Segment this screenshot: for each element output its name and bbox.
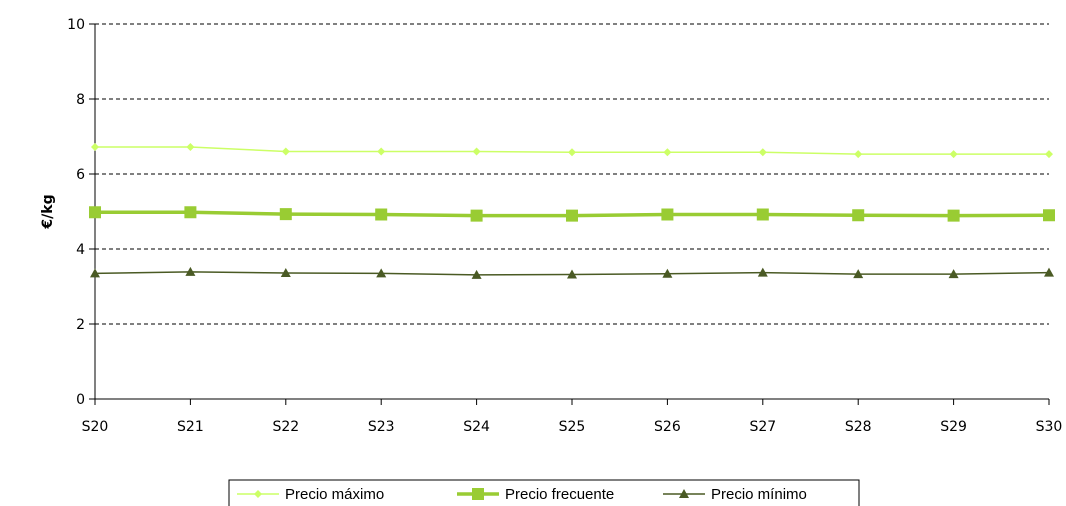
data-point — [949, 150, 958, 159]
data-point — [186, 143, 195, 151]
legend-marker — [254, 490, 262, 498]
x-tick-label: S25 — [559, 419, 586, 435]
data-point — [470, 209, 483, 222]
data-point — [661, 208, 674, 221]
legend-marker — [679, 489, 689, 498]
y-axis-label: €/kg — [40, 194, 56, 229]
data-point — [663, 148, 672, 157]
data-point — [566, 209, 578, 222]
y-tick-label: 6 — [76, 167, 85, 183]
data-point — [375, 208, 388, 221]
x-tick-label: S28 — [845, 419, 872, 435]
x-tick-label: S29 — [940, 419, 967, 435]
series-3 — [90, 266, 1054, 279]
legend-label: Precio frecuente — [505, 486, 614, 503]
data-point — [281, 147, 290, 156]
data-point — [854, 150, 863, 159]
data-point — [662, 268, 673, 278]
data-point — [184, 206, 197, 219]
data-point — [1044, 267, 1054, 277]
data-point — [377, 147, 386, 156]
legend-entry: Precio mínimo — [663, 486, 807, 503]
data-point — [89, 206, 101, 219]
legend-entry: Precio máximo — [237, 486, 384, 503]
series-1 — [91, 143, 1053, 159]
data-point — [376, 268, 387, 278]
data-point — [567, 269, 577, 279]
data-point — [1043, 209, 1055, 222]
x-tick-label: S21 — [177, 419, 204, 435]
x-tick-label: S26 — [654, 419, 681, 435]
data-point — [568, 148, 576, 157]
y-tick-label: 2 — [76, 317, 85, 333]
x-tick-label: S27 — [749, 419, 776, 435]
data-point — [758, 148, 767, 157]
data-point — [279, 208, 292, 221]
data-point — [947, 209, 960, 222]
grid-lines — [95, 23, 1049, 325]
data-point — [756, 208, 769, 221]
x-tick-label: S20 — [82, 419, 109, 435]
data-point — [852, 209, 865, 222]
series-lines — [89, 143, 1055, 279]
x-tick-label: S22 — [272, 419, 299, 435]
data-point — [1045, 150, 1053, 159]
legend-entry: Precio frecuente — [457, 486, 614, 503]
x-tick-label: S24 — [463, 419, 490, 435]
series-2 — [89, 206, 1055, 222]
legend-box — [228, 479, 860, 506]
data-point — [471, 269, 482, 279]
legend-marker — [472, 488, 484, 500]
data-point — [948, 269, 959, 279]
data-point — [757, 267, 768, 277]
data-point — [91, 143, 99, 151]
data-point — [853, 269, 864, 279]
legend-label: Precio máximo — [285, 486, 384, 503]
data-point — [90, 268, 100, 278]
x-tick-label: S30 — [1036, 419, 1063, 435]
x-tick-label: S23 — [368, 419, 395, 435]
y-tick-label: 8 — [76, 92, 85, 108]
x-axis-ticks: S20 S21 S22 S23 S24 S25 S26 S27 S28 S29 S30 — [82, 399, 1063, 435]
y-tick-label: 10 — [67, 17, 85, 33]
data-point — [472, 147, 481, 156]
y-axis-ticks: 0 2 4 6 8 10 — [67, 17, 95, 408]
legend: Precio máximo Precio frecuente Precio míni… — [228, 479, 860, 506]
y-tick-label: 4 — [76, 242, 85, 258]
data-point — [185, 266, 196, 276]
legend-label: Precio mínimo — [711, 486, 807, 503]
y-tick-label: 0 — [76, 392, 85, 408]
data-point — [280, 268, 291, 277]
